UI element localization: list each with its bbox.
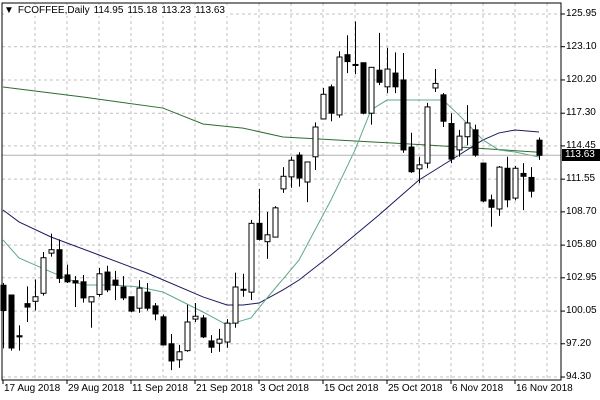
bull-candle — [32, 296, 39, 302]
open-value: 114.95 — [93, 5, 124, 16]
bear-candle — [488, 199, 495, 208]
low-value: 113.23 — [161, 5, 192, 16]
bull-candle — [304, 161, 311, 183]
bull-candle — [320, 93, 327, 120]
bear-candle — [8, 294, 15, 349]
x-tick-label: 15 Oct 2018 — [324, 383, 379, 394]
x-tick-label: 29 Aug 2018 — [68, 383, 125, 394]
bear-candle — [16, 335, 23, 338]
bear-candle — [472, 129, 479, 156]
x-tick-label: 17 Aug 2018 — [4, 383, 61, 394]
bull-candle — [464, 122, 471, 138]
bull-candle — [48, 249, 55, 254]
bull-candle — [96, 273, 103, 295]
bear-candle — [64, 274, 71, 283]
bear-candle — [480, 162, 487, 202]
chart-header: ▼ FCOFFEE,Daily 114.95 115.18 113.23 113.63 — [4, 5, 229, 16]
y-tick-label: 117.30 — [566, 107, 596, 119]
x-tick-label: 16 Nov 2018 — [516, 383, 573, 394]
x-tick-label: 25 Oct 2018 — [388, 383, 443, 394]
bull-candle — [272, 207, 279, 238]
bull-candle — [496, 166, 503, 210]
bear-candle — [392, 72, 399, 88]
bull-candle — [240, 288, 247, 291]
y-tick-label: 94.30 — [566, 371, 592, 383]
y-tick-label: 114.45 — [566, 139, 596, 151]
bear-candle — [344, 54, 351, 63]
current-price-label: 113.63 — [562, 149, 600, 162]
bear-candle — [120, 286, 127, 299]
bull-candle — [312, 126, 319, 158]
bear-candle — [168, 343, 175, 362]
bear-candle — [448, 123, 455, 160]
bear-candle — [536, 139, 543, 156]
y-tick-label: 97.20 — [566, 337, 592, 349]
y-tick-label: 108.70 — [566, 205, 597, 217]
bear-candle — [528, 176, 535, 192]
bear-candle — [504, 167, 511, 201]
bull-candle — [352, 63, 359, 66]
y-tick-label: 123.10 — [566, 40, 597, 52]
x-tick-label: 3 Oct 2018 — [260, 383, 309, 394]
bull-candle — [384, 68, 391, 88]
bear-candle — [200, 317, 207, 338]
plot-frame — [1, 2, 562, 381]
bull-candle — [136, 287, 143, 309]
y-tick-label: 100.05 — [566, 305, 597, 317]
bear-candle — [208, 340, 215, 348]
bear-candle — [128, 296, 135, 312]
bear-candle — [152, 305, 159, 315]
bear-candle — [256, 222, 263, 240]
bull-candle — [192, 315, 199, 320]
bull-candle — [416, 164, 423, 170]
bear-candle — [408, 146, 415, 173]
bull-candle — [264, 234, 271, 243]
x-tick-label: 11 Sep 2018 — [132, 383, 188, 394]
y-tick-label: 105.80 — [566, 239, 597, 251]
bear-candle — [296, 154, 303, 179]
bear-candle — [56, 249, 63, 279]
bear-candle — [376, 69, 383, 83]
bull-candle — [176, 351, 183, 361]
bull-candle — [512, 167, 519, 199]
y-tick-label: 125.95 — [566, 8, 597, 19]
bear-candle — [360, 62, 367, 114]
bull-candle — [288, 159, 295, 178]
bear-candle — [144, 291, 151, 309]
symbol-label: FCOFFEE,Daily — [17, 5, 90, 16]
bull-candle — [232, 286, 239, 324]
bear-candle — [112, 279, 119, 286]
high-value: 115.18 — [127, 5, 158, 16]
bull-candle — [248, 222, 255, 293]
y-tick-label: 120.20 — [566, 73, 597, 85]
y-tick-label: 102.95 — [566, 271, 597, 283]
bear-candle — [328, 86, 335, 114]
y-tick-label: 111.55 — [566, 173, 596, 185]
bear-candle — [104, 271, 111, 291]
bear-candle — [440, 94, 447, 122]
dropdown-triangle-icon[interactable]: ▼ — [4, 5, 14, 16]
bull-candle — [424, 106, 431, 164]
bull-candle — [368, 66, 375, 114]
bull-candle — [432, 82, 439, 89]
bear-candle — [80, 281, 87, 299]
bull-candle — [456, 135, 463, 151]
bull-candle — [336, 56, 343, 116]
bear-candle — [400, 79, 407, 151]
bull-candle — [280, 175, 287, 190]
x-tick-label: 21 Sep 2018 — [196, 383, 253, 394]
bear-candle — [24, 303, 31, 308]
bear-candle — [160, 316, 167, 346]
bull-candle — [224, 322, 231, 343]
bull-candle — [88, 296, 95, 303]
bull-candle — [216, 338, 223, 344]
bull-candle — [184, 321, 191, 352]
x-tick-label: 6 Nov 2018 — [452, 383, 504, 394]
bear-candle — [520, 172, 527, 177]
bear-candle — [0, 284, 7, 311]
bear-candle — [72, 280, 79, 284]
bull-candle — [40, 257, 47, 294]
close-value: 113.63 — [195, 5, 225, 16]
